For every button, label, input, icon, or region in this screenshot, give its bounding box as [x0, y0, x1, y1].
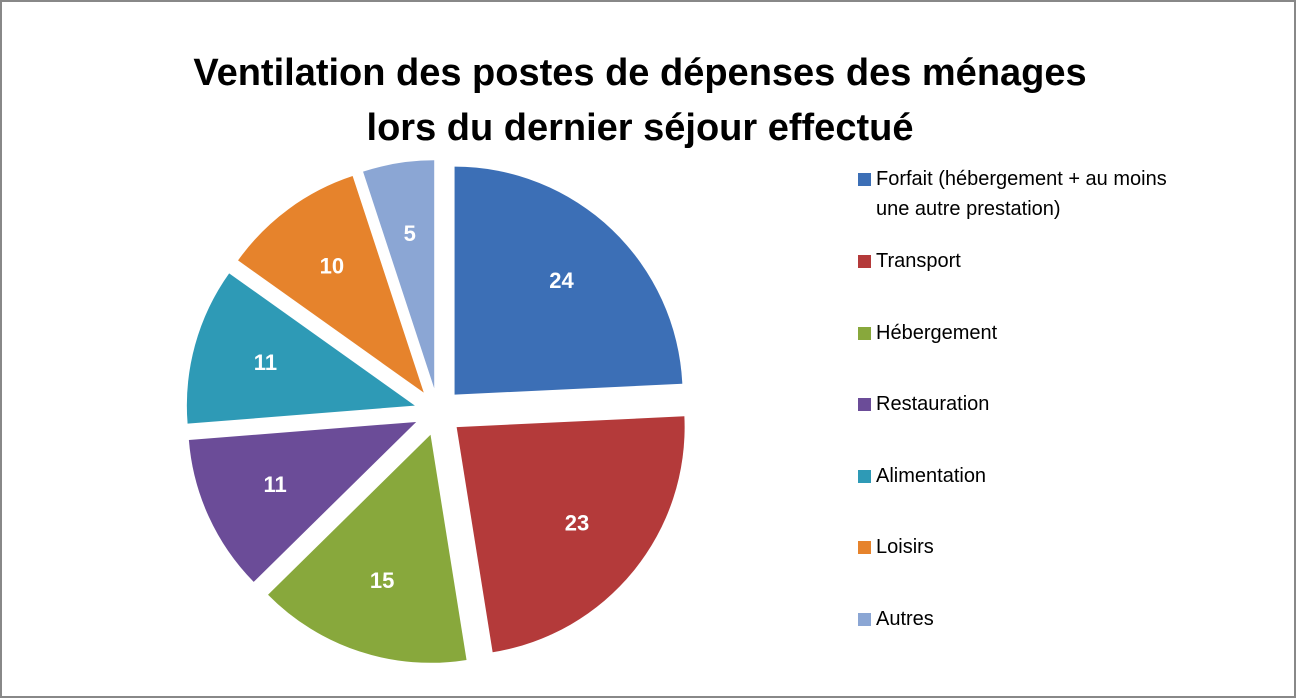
legend-item: Alimentation: [858, 465, 1188, 537]
legend-swatch: [858, 398, 871, 411]
legend-label: Alimentation: [876, 464, 987, 487]
data-label: 15: [370, 568, 394, 593]
legend-item: Restauration: [858, 393, 1188, 465]
legend-swatch: [858, 326, 871, 340]
legend-item: Loisirs: [858, 536, 1188, 608]
pie-slice: [456, 416, 685, 653]
legend-swatch: [858, 469, 871, 483]
data-label: 11: [254, 350, 277, 375]
legend: Forfait (hébergement + au moins une autr…: [858, 168, 1188, 679]
chart-title: Ventilation des postes de dépenses des m…: [193, 52, 1086, 94]
legend-swatch: [858, 173, 871, 186]
chart-title: lors du dernier séjour effectué: [367, 107, 914, 149]
pie-slice: [363, 160, 435, 389]
pie-slice: [186, 273, 415, 424]
legend-label: Loisirs: [876, 536, 934, 558]
legend-label: Restauration: [876, 393, 990, 415]
legend-swatch: [858, 541, 871, 554]
legend-item: Hébergement: [858, 322, 1188, 394]
legend-item: Forfait (hébergement + au moins une autr…: [858, 168, 1188, 250]
legend-label: Forfait (hébergement + au moins une autr…: [876, 168, 1167, 220]
legend-label: Transport: [876, 250, 961, 272]
pie-slice: [268, 434, 467, 663]
data-label: 10: [320, 254, 344, 279]
legend-label: Autres: [876, 607, 934, 630]
data-label: 11: [264, 472, 287, 497]
legend-item: Autres: [858, 608, 1188, 680]
pie-slice: [238, 176, 424, 393]
legend-swatch: [858, 612, 871, 626]
data-label: 23: [565, 511, 589, 536]
legend-label: Hébergement: [876, 321, 998, 344]
legend-item: Transport: [858, 250, 1188, 322]
pie-slice: [454, 166, 683, 395]
data-label: 24: [549, 268, 574, 293]
pie-slice: [188, 421, 417, 582]
legend-swatch: [858, 255, 871, 268]
data-label: 5: [404, 221, 416, 246]
